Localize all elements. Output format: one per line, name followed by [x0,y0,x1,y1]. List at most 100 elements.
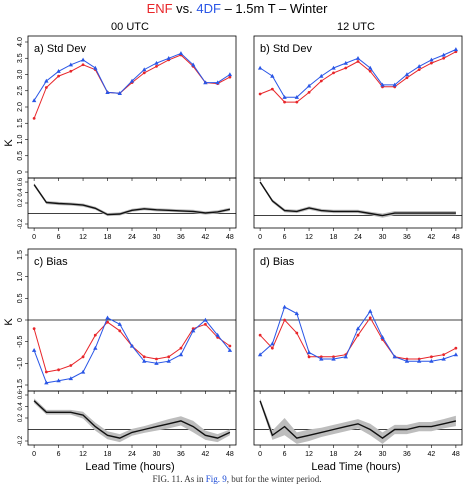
data-point-4df [429,358,434,363]
panel-0: 0 0.5 1.0 1.5 2.0 2.5 3.0 3.5 4.0 a) Std Dev [17,35,237,181]
data-point-enf [430,355,433,359]
data-point-enf [57,368,60,372]
x-tick-label: 0 [258,451,262,458]
x-tick-label: 42 [428,234,436,241]
data-point-4df [331,65,336,70]
figure-caption: FIG. 11. As in Fig. 9, but for the winte… [0,474,474,484]
data-point-4df [178,352,184,357]
panel-1: b) Std Dev [253,35,463,181]
panel-3: 0 6 12 18 24 30 36 42 48 [253,177,463,241]
data-point-enf [118,329,122,333]
y-tick-label: 2.5 [17,86,24,96]
data-point-enf [44,86,48,89]
data-point-4df [105,315,110,320]
data-point-enf [368,69,372,73]
data-point-4df [294,311,300,316]
data-point-enf [283,100,286,104]
data-point-enf [405,76,409,80]
panel-6: -0.2 0.2 0.4 0.6 0 6 12 18 24 30 36 42 48 [18,390,237,458]
data-point-enf [155,64,158,68]
data-point-enf [270,87,274,91]
y-tick-label: -0.2 [18,218,24,229]
data-point-enf [442,353,446,357]
y-tick-label: 1.0 [17,272,24,282]
x-tick-label: 24 [128,451,136,458]
x-tick-label: 36 [177,234,185,241]
y-tick-label: 0.6 [18,390,24,399]
data-point-enf [344,66,348,70]
y-tick-label: 0.4 [18,402,24,411]
x-tick-label: 6 [283,234,287,241]
data-point-enf [356,333,360,337]
data-point-4df [306,83,312,88]
data-point-4df [453,352,459,357]
y-tick-label: 0.4 [18,188,24,197]
data-point-4df [166,55,171,60]
data-point-4df [203,80,208,85]
data-point-4df [93,345,98,350]
data-point-enf [57,74,60,78]
y-tick-label: -0.5 [17,336,24,348]
data-point-4df [203,317,208,322]
data-point-4df [355,55,361,60]
series-line-enf [33,54,231,119]
data-point-enf [332,71,335,75]
y-tick-label: -0.2 [18,435,24,446]
title-part-2: 4DF [196,1,221,16]
data-point-4df [368,65,373,70]
data-point-4df [142,67,147,72]
data-point-4df [80,57,86,62]
data-point-4df [190,62,196,67]
data-point-4df [227,72,233,77]
data-point-4df [154,361,159,365]
x-tick-label: 12 [79,234,87,241]
caption-link[interactable]: Fig. 9 [205,474,227,484]
x-tick-label: 6 [57,451,61,458]
confidence-band [34,398,230,443]
panel-frame [27,35,237,179]
x-tick-label: 18 [104,234,112,241]
data-point-4df [441,356,446,361]
data-point-enf [179,346,183,350]
series-line-fdf [33,317,231,384]
x-tick-label: 42 [202,451,210,458]
panel-4: -1.5 -1.0 -0.5 0 0.5 1.0 1.5 c) Bias [17,248,237,394]
data-point-4df [380,335,385,339]
x-tick-label: 36 [403,234,411,241]
data-point-enf [142,71,146,75]
data-point-4df [129,343,135,348]
data-point-4df [31,98,37,103]
data-point-enf [319,79,323,83]
data-point-4df [117,91,122,95]
data-point-enf [295,100,299,104]
title-part-1: vs. [173,1,197,16]
data-point-4df [178,51,184,55]
data-point-4df [56,68,61,73]
x-tick-label: 0 [258,234,262,241]
x-tick-label: 36 [403,451,411,458]
x-tick-label: 30 [153,451,161,458]
data-point-4df [294,94,300,99]
confidence-band [260,398,456,444]
x-tick-label: 42 [428,451,436,458]
data-point-enf [258,92,262,96]
x-tick-label: 48 [452,451,460,458]
data-point-4df [282,94,287,99]
data-point-enf [44,370,48,374]
data-point-4df [404,358,410,363]
data-point-4df [44,78,49,83]
data-point-4df [306,350,312,355]
x-tick-label: 48 [452,234,460,241]
data-point-4df [154,60,159,65]
panel-5: d) Bias [253,248,463,394]
data-point-4df [215,80,220,85]
data-point-enf [167,355,171,359]
data-point-4df [392,82,397,87]
y-tick-label: 3.5 [17,53,24,63]
data-point-enf [307,355,311,359]
confidence-band [34,183,230,217]
y-tick-label: 0.5 [17,293,24,303]
data-point-enf [283,318,286,322]
panel-label: c) Bias [34,256,68,268]
